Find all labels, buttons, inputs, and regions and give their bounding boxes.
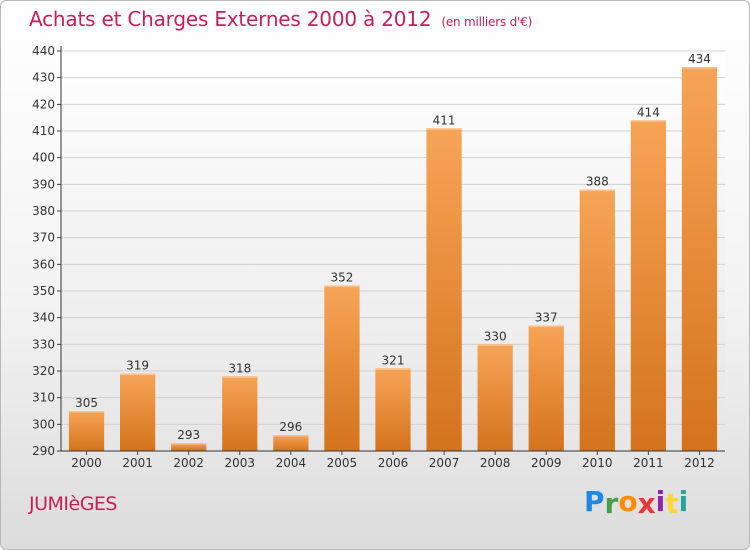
y-tick-label: 360 [32,257,55,271]
bar-2004 [273,435,309,451]
y-tick-label: 370 [32,231,55,245]
data-label: 388 [586,175,609,189]
bar-2008 [477,344,513,451]
bar-highlight [375,368,411,370]
bar-highlight [528,325,564,328]
y-tick-label: 410 [32,124,55,138]
logo-letter: i [678,485,689,518]
y-tick-label: 390 [32,177,55,191]
bar-highlight [222,376,258,378]
bar-highlight [426,128,462,130]
x-tick-label: 2009 [531,456,562,470]
logo-letter: x [637,487,656,520]
bar-highlight [68,411,105,413]
data-label: 321 [382,353,405,367]
data-label: 330 [484,329,507,343]
data-label: 434 [688,52,711,66]
bar-2006 [375,368,411,451]
bar-highlight [477,344,513,346]
bar-2011 [630,120,667,451]
x-axis: 2000 2001 2002 2003 2004 2005 2006 2007 2008 2009… [71,451,715,470]
y-tick-label: 440 [32,44,55,58]
logo-letter: P [584,485,605,518]
bar-2001 [119,373,156,451]
x-tick-label: 2004 [276,456,307,470]
data-label: 414 [637,105,660,119]
bar-highlight [630,120,667,122]
x-tick-label: 2002 [173,456,204,470]
x-tick-label: 2003 [224,456,255,470]
x-tick-label: 2000 [71,456,102,470]
bar-highlight [171,443,207,445]
bar-highlight [681,67,718,69]
chart-subtitle: (en milliers d'€) [441,15,533,29]
y-tick-label: 310 [32,391,55,405]
y-tick-label: 380 [32,204,55,218]
y-tick-label: 340 [32,311,55,325]
y-tick-label: 430 [32,71,55,85]
logo-letter: r [604,487,619,520]
bar-highlight [324,285,360,288]
data-label: 337 [535,311,558,325]
data-label: 296 [279,420,302,434]
proxiti-logo: Proxiti [584,485,689,520]
bar-2000 [68,411,105,451]
chart-title: Achats et Charges Externes 2000 à 2012 (e… [29,7,532,31]
x-tick-label: 2006 [378,456,409,470]
logo-letter: o [618,485,638,518]
y-tick-label: 350 [32,284,55,298]
data-label: 352 [330,271,353,285]
x-tick-label: 2008 [480,456,511,470]
data-label: 293 [177,428,200,442]
chart-title-text: Achats et Charges Externes 2000 à 2012 [29,7,432,31]
bar-2007 [426,128,462,451]
bar-2005 [324,285,360,451]
data-label: 305 [75,396,98,410]
x-tick-label: 2010 [582,456,613,470]
data-labels: 305 319 293 318 296 352 321 411 330 337 388 414 434 [75,52,711,442]
bar-2003 [222,376,258,451]
bar-highlight [579,189,615,192]
data-label: 319 [126,359,149,373]
logo-letter: t [665,487,679,520]
y-tick-label: 300 [32,417,55,431]
bar-2010 [579,189,615,451]
y-tick-label: 330 [32,337,55,351]
y-tick-label: 420 [32,97,55,111]
bar-highlight [119,373,156,376]
x-tick-label: 2012 [684,456,715,470]
data-label: 318 [228,361,251,375]
x-tick-label: 2005 [327,456,358,470]
x-tick-label: 2001 [122,456,153,470]
bar-2012 [681,67,718,451]
bars [68,67,718,451]
bar-2009 [528,325,564,451]
bar-highlight [273,435,309,437]
commune-name: JUMIèGES [29,493,118,515]
x-tick-label: 2011 [633,456,664,470]
logo-letter: i [655,485,666,518]
y-tick-label: 400 [32,151,55,165]
y-tick-label: 290 [32,444,55,458]
y-tick-label: 320 [32,364,55,378]
x-tick-label: 2007 [429,456,460,470]
bar-2002 [171,443,207,451]
data-label: 411 [433,113,456,127]
